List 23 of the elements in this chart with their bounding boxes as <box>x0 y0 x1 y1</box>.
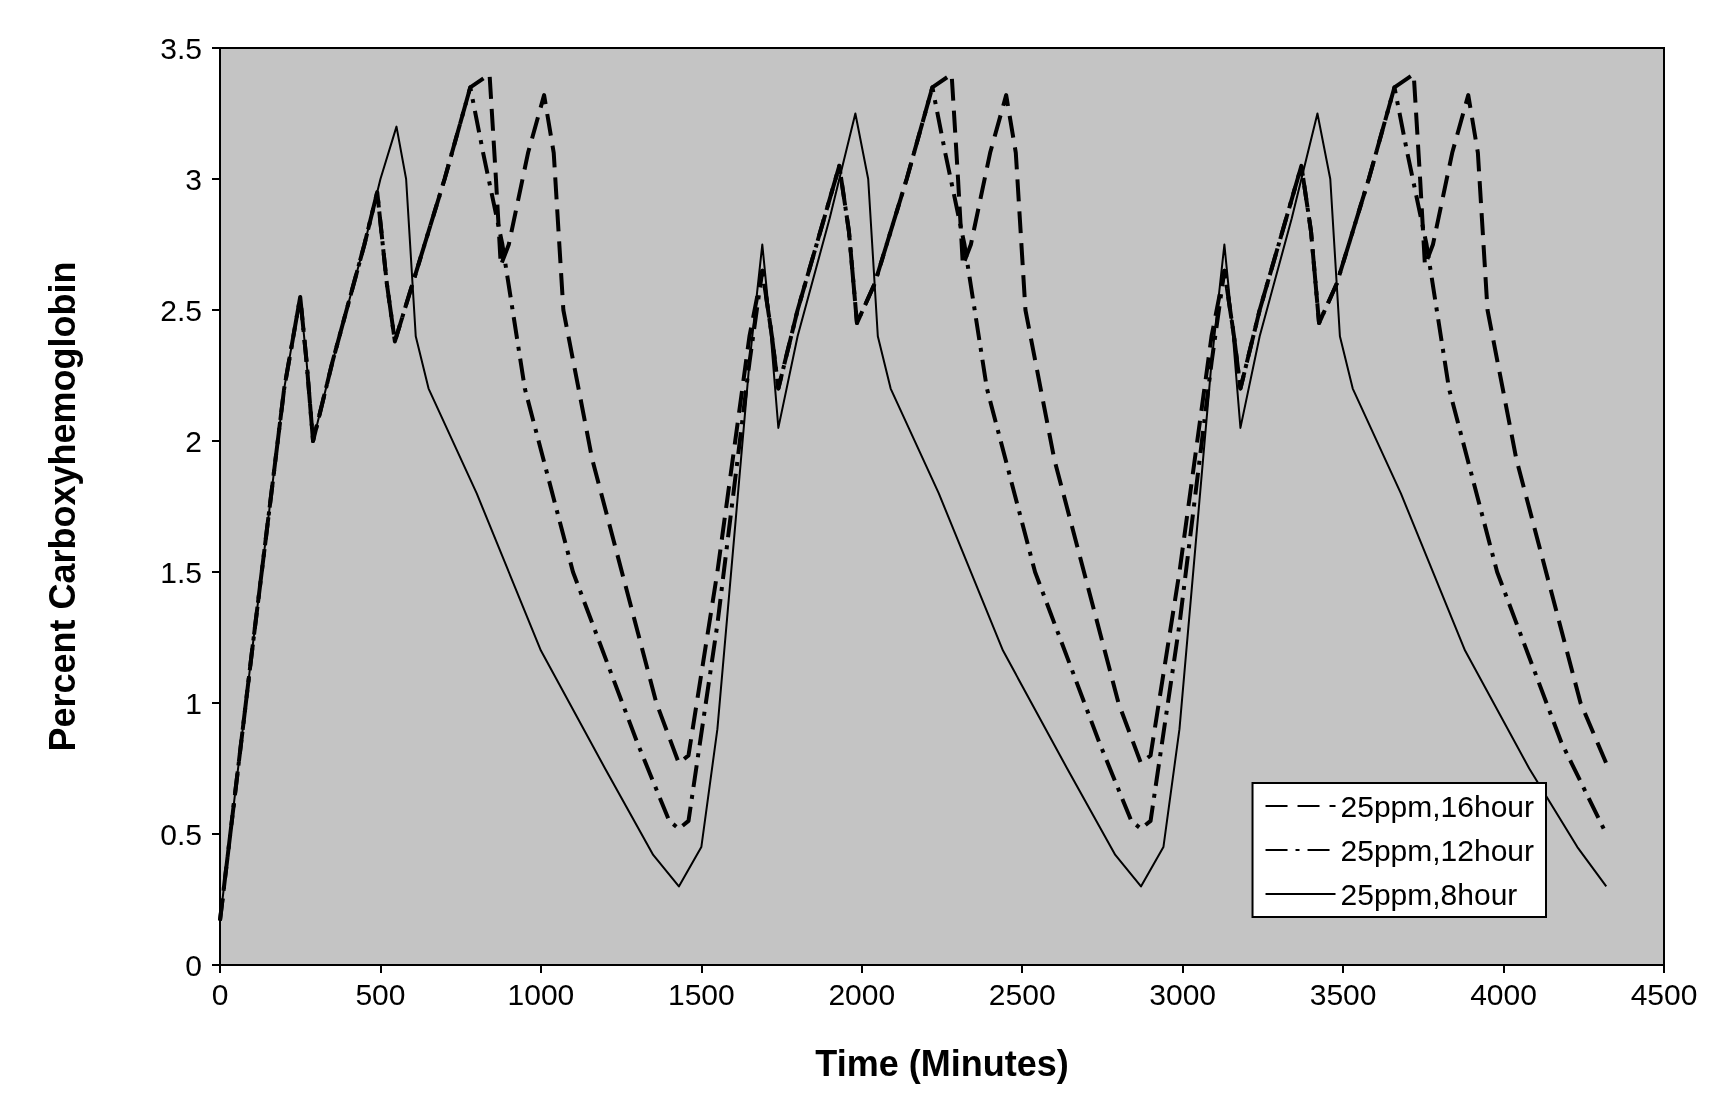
legend-label: 25ppm,16hour <box>1340 789 1535 823</box>
y-tick-label: 1.5 <box>160 555 202 589</box>
y-tick-label: 2 <box>185 424 202 458</box>
x-tick-label: 1500 <box>667 977 735 1011</box>
legend-label: 25ppm,8hour <box>1340 877 1518 911</box>
legend-label: 25ppm,12hour <box>1340 833 1535 867</box>
x-tick-label: 2500 <box>988 977 1056 1011</box>
x-tick-label: 3000 <box>1149 977 1217 1011</box>
x-tick-label: 0 <box>211 977 229 1011</box>
y-tick-label: 0.5 <box>160 817 202 851</box>
x-axis-title: Time (Minutes) <box>815 1042 1069 1084</box>
y-tick-label: 3.5 <box>160 31 202 65</box>
x-tick-label: 500 <box>355 977 406 1011</box>
x-tick-label: 4000 <box>1470 977 1537 1011</box>
x-tick-label: 2000 <box>828 977 896 1011</box>
y-tick-label: 0 <box>185 948 202 982</box>
x-tick-label: 4500 <box>1630 977 1698 1011</box>
y-axis-title: Percent Carboxyhemoglobin <box>41 261 83 752</box>
x-tick-label: 3500 <box>1309 977 1377 1011</box>
y-tick-label: 2.5 <box>160 293 202 327</box>
x-tick-label: 1000 <box>507 977 575 1011</box>
y-tick-label: 3 <box>185 162 202 196</box>
y-tick-label: 1 <box>185 686 202 720</box>
